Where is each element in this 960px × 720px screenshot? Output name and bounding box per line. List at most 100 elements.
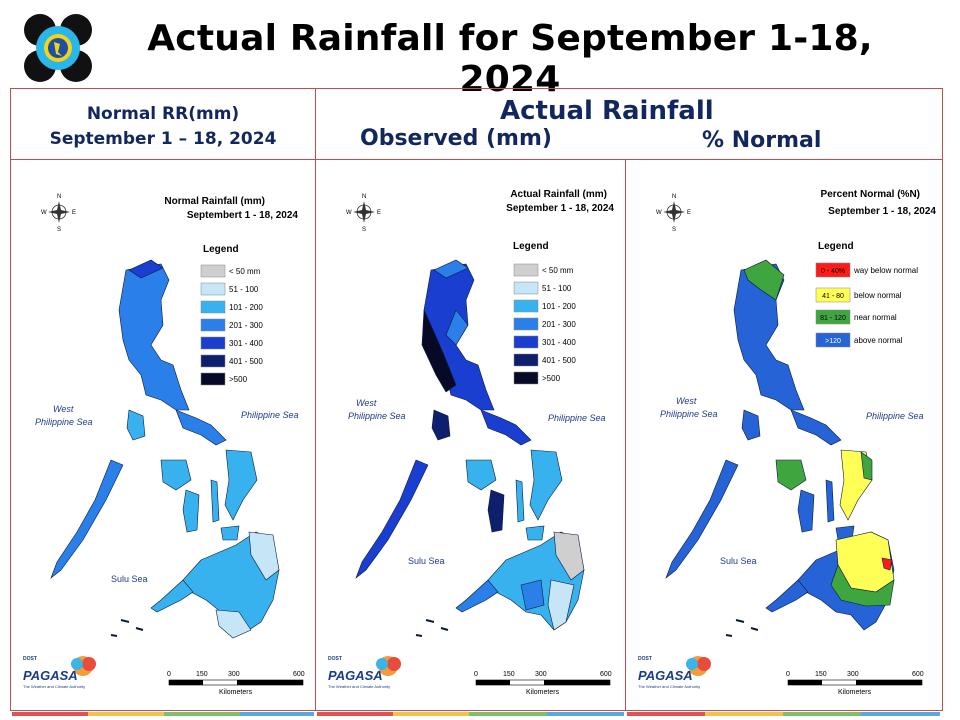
map-text: E — [687, 210, 691, 216]
map-text: 150 — [815, 671, 827, 678]
panel-title-line2: September 1 - 18, 2024 — [506, 203, 614, 214]
palawan — [50, 459, 124, 579]
map-text: way below normal — [853, 266, 918, 275]
panel-title-line2: September 1 - 18, 2024 — [828, 206, 936, 217]
compass-n: N — [57, 194, 61, 200]
compass-e: E — [72, 210, 76, 216]
luzon-region — [118, 263, 190, 411]
bicol-region — [175, 409, 227, 446]
legend: 0 - 40% way below normal 41 - 80 below n… — [815, 262, 918, 348]
luzon-north-tip — [128, 259, 164, 279]
map-text: < 50 mm — [542, 266, 574, 275]
map-text: 101 - 200 — [542, 302, 576, 311]
map-text: 150 — [196, 671, 208, 678]
footer-bar-blue — [547, 712, 624, 716]
map-text: Philippine Sea — [348, 411, 406, 421]
map-text: 301 - 400 — [542, 338, 576, 347]
map-text: West — [676, 396, 697, 406]
actual-rainfall-map: N S E W Actual Rainfall (mm) September 1… — [328, 189, 614, 696]
panay — [465, 459, 497, 491]
normal-header-frame — [10, 88, 316, 160]
samar-green — [860, 451, 873, 481]
mindoro — [126, 409, 146, 441]
footer-bar-yellow — [393, 712, 469, 716]
legend: < 50 mm 51 - 100 101 - 200 201 - 300 301… — [513, 263, 576, 385]
cebu — [825, 479, 835, 523]
map-text: DOST — [328, 656, 342, 662]
mindoro — [431, 409, 451, 441]
map-text: PAGASA — [638, 668, 693, 683]
sulu-islands — [110, 619, 144, 637]
map-text: 600 — [912, 671, 924, 678]
map-text: Kilometers — [526, 689, 560, 696]
map-text: 81 - 120 — [820, 315, 846, 322]
map-text: above normal — [854, 336, 903, 345]
footer-bar-green — [783, 712, 861, 716]
pagasa-branding: DOST PAGASA The Weather and Climate Auth… — [638, 656, 711, 689]
mindanao-south-light — [215, 609, 252, 639]
bohol — [525, 525, 545, 541]
pagasa-logo-icon — [24, 14, 92, 82]
map-text: below normal — [854, 291, 902, 300]
scale-bar: 0 150 300 600 Kilometers — [786, 671, 924, 696]
palawan — [355, 459, 429, 579]
panel-title-line1: Actual Rainfall (mm) — [510, 189, 607, 200]
map-text: Kilometers — [219, 689, 253, 696]
cebu — [515, 479, 525, 523]
map-text: W — [346, 210, 352, 216]
panay — [160, 459, 192, 491]
sulu-islands — [725, 619, 759, 637]
zamboanga — [765, 579, 809, 613]
compass-icon — [662, 200, 686, 224]
mindoro — [741, 409, 761, 441]
map-text: 0 — [167, 671, 171, 678]
map-text: 0 — [786, 671, 790, 678]
sulu-sea-label: Sulu Sea — [111, 574, 148, 584]
map-text: 41 - 80 — [822, 293, 844, 300]
east-sea-label: Philippine Sea — [241, 410, 299, 420]
compass-w: W — [41, 210, 47, 216]
compass-icon — [352, 200, 376, 224]
map-text: PAGASA — [23, 668, 78, 683]
compass-s: S — [57, 227, 61, 233]
map-text: The Weather and Climate Authority — [328, 684, 390, 689]
luzon-west-dark — [421, 309, 457, 393]
map-text: 0 - 40% — [821, 268, 845, 275]
panay — [775, 459, 807, 491]
normal-rainfall-map: N S E W Normal Rainfall (mm) Septembert … — [23, 194, 305, 696]
pagasa-branding: DOST PAGASA The Weather and Climate Auth… — [328, 656, 401, 689]
legend-label: 401 - 500 — [229, 357, 263, 366]
map-text: N — [672, 194, 676, 200]
map-text: Philippine Sea — [866, 411, 924, 421]
map-text: 600 — [600, 671, 612, 678]
samar-leyte — [529, 449, 563, 521]
legend-label: 101 - 200 — [229, 303, 263, 312]
map-text: W — [656, 210, 662, 216]
observed-header: Observed (mm) — [360, 126, 552, 151]
legend-label: >500 — [229, 375, 248, 384]
west-sea-label-2: Philippine Sea — [35, 417, 93, 427]
map-text: 51 - 100 — [542, 284, 572, 293]
map-text: Kilometers — [838, 689, 872, 696]
map-text: 401 - 500 — [542, 356, 576, 365]
map-text: Philippine Sea — [660, 409, 718, 419]
footer-bar-red — [12, 712, 88, 716]
map-text: N — [362, 194, 366, 200]
bohol — [220, 525, 240, 541]
map-text: DOST — [23, 656, 37, 662]
page-title: Actual Rainfall for September 1-18, 2024 — [147, 18, 873, 100]
normal-header-line2: September 1 – 18, 2024 — [49, 129, 277, 149]
luzon-north-green — [743, 259, 785, 301]
panel-title-line1: Normal Rainfall (mm) — [164, 196, 265, 207]
footer-bar-blue — [240, 712, 314, 716]
legend-label: 201 - 300 — [229, 321, 263, 330]
map-text: DOST — [638, 656, 652, 662]
mindanao-center-blue — [520, 579, 545, 611]
map-text: >500 — [542, 374, 561, 383]
mindanao-red-spot — [881, 557, 893, 571]
negros — [182, 489, 200, 533]
compass-icon — [47, 200, 71, 224]
pagasa-branding: DOST PAGASA The Weather and Climate Auth… — [23, 656, 96, 689]
samar-leyte — [224, 449, 258, 521]
legend-label: 301 - 400 — [229, 339, 263, 348]
